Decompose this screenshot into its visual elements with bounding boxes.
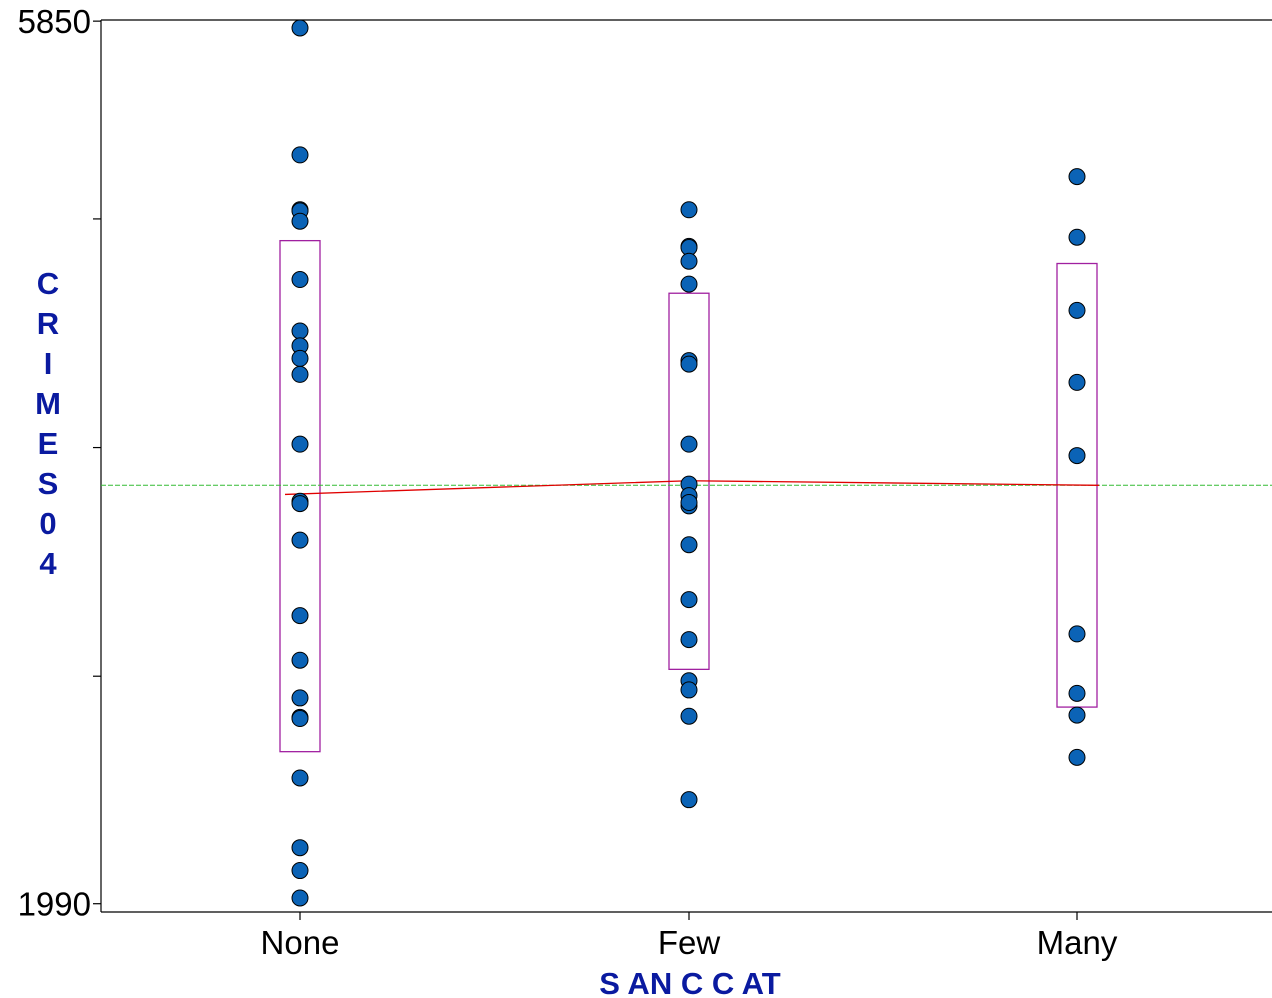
y-axis-title-letter: I	[44, 346, 53, 381]
data-point-many	[1068, 625, 1086, 643]
y-axis-title-letter: S	[38, 466, 59, 501]
data-point-few	[680, 681, 698, 699]
data-point-none	[291, 769, 309, 787]
plot-frame	[100, 19, 1272, 913]
data-point-few	[680, 252, 698, 270]
data-point-few	[680, 493, 698, 511]
data-point-none	[291, 839, 309, 857]
data-point-many	[1068, 228, 1086, 246]
data-point-few	[680, 707, 698, 725]
data-point-none	[291, 689, 309, 707]
y-axis-ticks: 5850 1990	[18, 3, 101, 923]
x-tick-label-many: Many	[1037, 924, 1118, 961]
data-point-few	[680, 591, 698, 609]
y-axis-title-letter: R	[37, 306, 59, 341]
data-point-none	[291, 710, 309, 728]
data-point-none	[291, 349, 309, 367]
data-point-many	[1068, 447, 1086, 465]
y-tick-label: 1990	[18, 886, 91, 923]
x-tick-label-none: None	[261, 924, 340, 961]
data-point-none	[291, 862, 309, 880]
data-point-none	[291, 365, 309, 383]
data-point-none	[291, 19, 309, 37]
data-point-none	[291, 607, 309, 625]
data-point-few	[680, 631, 698, 649]
box-none	[279, 239, 321, 753]
data-points	[291, 19, 1086, 907]
data-point-many	[1068, 168, 1086, 186]
data-point-none	[291, 531, 309, 549]
data-point-few	[680, 536, 698, 554]
y-axis-title-letter: E	[38, 426, 59, 461]
data-point-few	[680, 791, 698, 809]
data-point-none	[291, 495, 309, 513]
data-point-none	[291, 146, 309, 164]
y-axis-title-letter: 4	[39, 546, 57, 581]
data-point-many	[1068, 684, 1086, 702]
data-point-few	[680, 355, 698, 373]
data-point-few	[680, 201, 698, 219]
data-point-none	[291, 322, 309, 340]
data-point-none	[291, 212, 309, 230]
data-point-many	[1068, 301, 1086, 319]
data-point-none	[291, 651, 309, 669]
data-point-few	[680, 435, 698, 453]
data-point-none	[291, 435, 309, 453]
data-point-none	[291, 271, 309, 289]
y-axis-title-letter: M	[35, 386, 61, 421]
x-axis-title: S AN C C AT	[599, 966, 780, 998]
data-point-many	[1068, 748, 1086, 766]
axis-labels: S AN C C AT C R I M E S 0 4	[35, 266, 781, 998]
data-point-none	[291, 889, 309, 907]
data-point-many	[1068, 373, 1086, 391]
y-axis-title-letter: 0	[39, 506, 56, 541]
y-tick-label: 5850	[18, 3, 91, 40]
data-point-many	[1068, 706, 1086, 724]
y-axis-title-letter: C	[37, 266, 59, 301]
x-axis-ticks: None Few Many	[261, 912, 1118, 961]
x-tick-label-few: Few	[658, 924, 721, 961]
data-point-few	[680, 275, 698, 293]
